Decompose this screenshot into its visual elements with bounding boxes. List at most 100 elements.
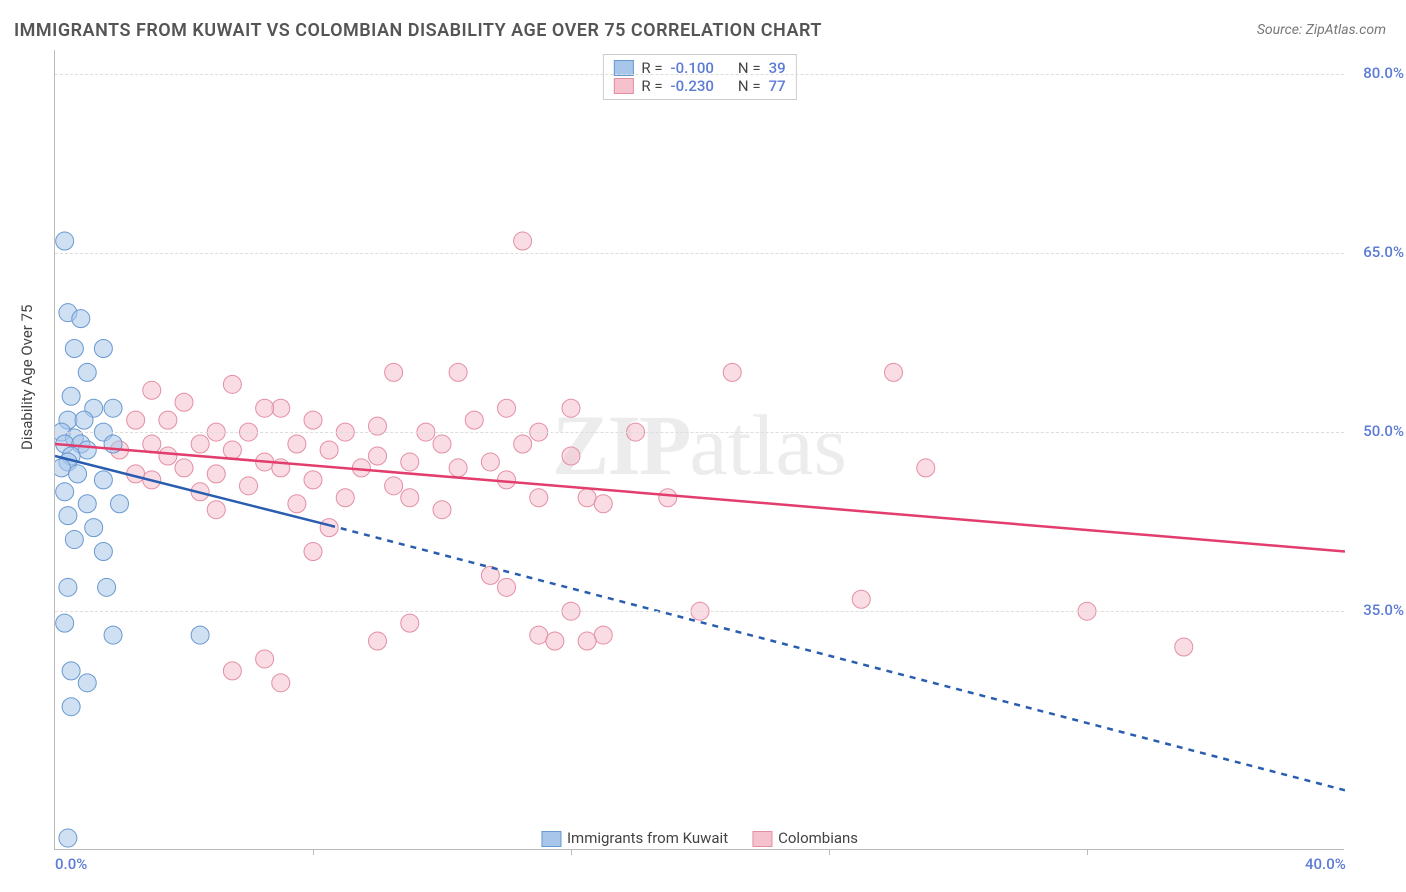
data-point	[272, 399, 290, 417]
data-point	[594, 626, 612, 644]
scatter-svg	[55, 50, 1345, 850]
chart-title: IMMIGRANTS FROM KUWAIT VS COLOMBIAN DISA…	[14, 20, 822, 41]
data-point	[885, 363, 903, 381]
data-point	[1175, 638, 1193, 656]
data-point	[191, 626, 209, 644]
data-point	[104, 399, 122, 417]
x-tick-label: 40.0%	[1305, 855, 1346, 873]
data-point	[159, 411, 177, 429]
y-tick-label: 65.0%	[1363, 243, 1404, 261]
legend-series-label: Immigrants from Kuwait	[567, 829, 728, 847]
data-point	[481, 453, 499, 471]
data-point	[62, 387, 80, 405]
legend-swatch	[752, 831, 772, 847]
legend-stats: R = -0.100N = 39R = -0.230N = 77	[602, 54, 796, 100]
data-point	[256, 650, 274, 668]
data-point	[562, 399, 580, 417]
data-point	[62, 662, 80, 680]
data-point	[304, 542, 322, 560]
data-point	[385, 477, 403, 495]
data-point	[385, 363, 403, 381]
legend-r-label: R =	[641, 77, 662, 95]
data-point	[449, 363, 467, 381]
data-point	[530, 489, 548, 507]
data-point	[65, 531, 83, 549]
data-point	[175, 393, 193, 411]
legend-n-value: 77	[769, 77, 786, 95]
data-point	[514, 232, 532, 250]
data-point	[78, 495, 96, 513]
legend-series: Immigrants from Kuwait Colombians	[533, 827, 866, 849]
data-point	[401, 614, 419, 632]
data-point	[578, 489, 596, 507]
data-point	[59, 507, 77, 525]
data-point	[85, 519, 103, 537]
x-tick-mark	[829, 849, 830, 855]
data-point	[94, 340, 112, 358]
data-point	[546, 632, 564, 650]
data-point	[223, 662, 241, 680]
data-point	[530, 626, 548, 644]
data-point	[369, 447, 387, 465]
data-point	[223, 375, 241, 393]
y-tick-label: 50.0%	[1363, 422, 1404, 440]
data-point	[72, 310, 90, 328]
data-point	[304, 411, 322, 429]
data-point	[78, 441, 96, 459]
data-point	[75, 411, 93, 429]
data-point	[256, 399, 274, 417]
data-point	[191, 435, 209, 453]
data-point	[594, 495, 612, 513]
data-point	[56, 483, 74, 501]
trend-line	[55, 444, 1345, 551]
data-point	[320, 441, 338, 459]
x-tick-mark	[313, 849, 314, 855]
legend-series-item: Colombians	[752, 829, 858, 847]
data-point	[723, 363, 741, 381]
x-tick-mark	[1087, 849, 1088, 855]
gridline	[55, 253, 1344, 254]
data-point	[498, 578, 516, 596]
data-point	[59, 829, 77, 847]
data-point	[401, 453, 419, 471]
data-point	[320, 519, 338, 537]
data-point	[917, 459, 935, 477]
data-point	[65, 340, 83, 358]
data-point	[240, 477, 258, 495]
data-point	[498, 471, 516, 489]
legend-swatch	[541, 831, 561, 847]
data-point	[562, 447, 580, 465]
data-point	[449, 459, 467, 477]
data-point	[127, 411, 145, 429]
data-point	[433, 435, 451, 453]
trend-line	[329, 525, 1345, 790]
data-point	[56, 614, 74, 632]
data-point	[304, 471, 322, 489]
legend-series-label: Colombians	[778, 829, 858, 847]
chart-container: IMMIGRANTS FROM KUWAIT VS COLOMBIAN DISA…	[0, 0, 1406, 892]
data-point	[288, 435, 306, 453]
y-tick-label: 80.0%	[1363, 64, 1404, 82]
x-tick-label: 0.0%	[55, 855, 87, 873]
data-point	[159, 447, 177, 465]
legend-swatch	[613, 78, 633, 94]
data-point	[207, 501, 225, 519]
plot-area: ZIPatlas R = -0.100N = 39R = -0.230N = 7…	[54, 50, 1344, 850]
data-point	[78, 674, 96, 692]
source-attribution: Source: ZipAtlas.com	[1257, 22, 1386, 38]
legend-n-label: N =	[738, 77, 761, 95]
gridline	[55, 74, 1344, 75]
data-point	[578, 632, 596, 650]
data-point	[62, 698, 80, 716]
y-tick-label: 35.0%	[1363, 601, 1404, 619]
data-point	[69, 465, 87, 483]
data-point	[175, 459, 193, 477]
gridline	[55, 611, 1344, 612]
data-point	[336, 489, 354, 507]
data-point	[852, 590, 870, 608]
legend-stat-row: R = -0.230N = 77	[613, 77, 785, 95]
x-tick-mark	[571, 849, 572, 855]
data-point	[659, 489, 677, 507]
data-point	[272, 674, 290, 692]
data-point	[288, 495, 306, 513]
